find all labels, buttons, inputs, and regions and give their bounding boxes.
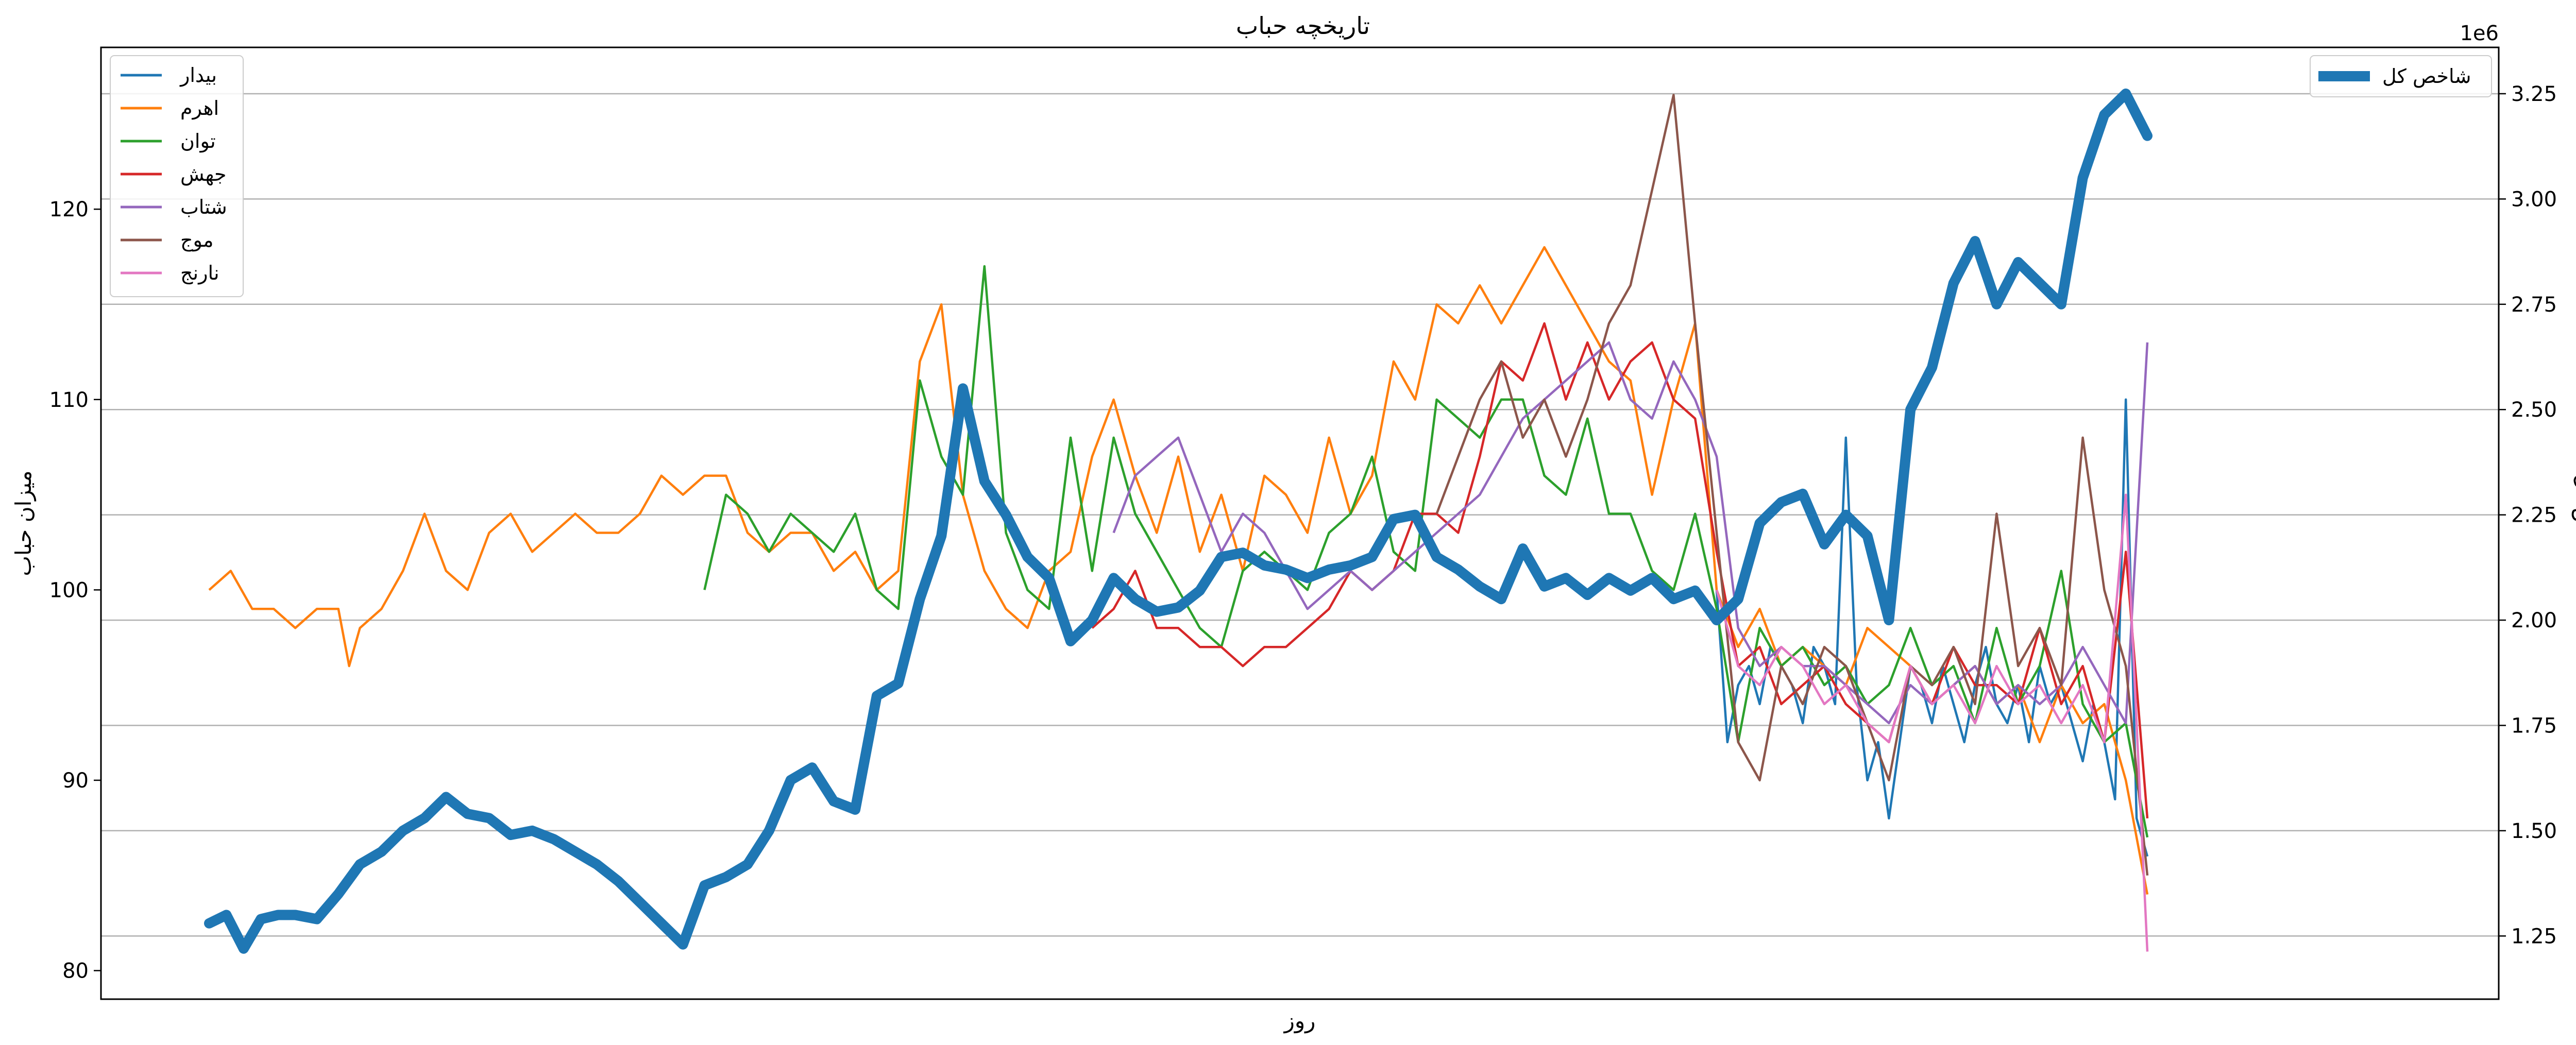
legend-right: شاخص کل [2310, 55, 2492, 97]
legend-label: بیدار [179, 64, 217, 87]
index-line [204, 88, 2153, 954]
left-tick-label: 110 [49, 388, 89, 412]
right-axis-ticks: 1.25 1.50 1.75 2.00 2.25 2.50 2.75 3.00 3.25 [2499, 82, 2557, 948]
series-line-6 [1715, 493, 2149, 952]
legend-label: موج [180, 229, 214, 252]
left-axis-label: میزان حباب [11, 470, 36, 576]
series-line-0 [1715, 398, 2149, 857]
series-line-5 [1435, 94, 2149, 876]
series-line-3 [1091, 322, 2149, 819]
right-series-lines [204, 88, 2153, 954]
left-tick-label: 120 [49, 198, 89, 221]
right-tick-label: 1.25 [2511, 924, 2557, 948]
series-line-2 [703, 265, 2149, 838]
right-tick-label: 2.50 [2511, 398, 2557, 422]
right-axis-label: شاخص کل [2572, 474, 2576, 573]
legend-label: توان [180, 130, 216, 153]
plot-frame [100, 46, 2500, 1000]
left-tick-label: 90 [62, 769, 89, 793]
right-tick-label: 2.75 [2511, 293, 2557, 317]
legend-label: جهش [180, 163, 226, 186]
chart-title: تاریخچه حباب [1236, 12, 1370, 40]
legend-right-box [2310, 55, 2492, 97]
right-tick-label: 2.00 [2511, 609, 2557, 632]
right-tick-label: 3.25 [2511, 82, 2557, 106]
x-axis-label: روز [1283, 1008, 1316, 1033]
series-line-4 [1112, 341, 2149, 725]
legend-left-box [110, 55, 244, 297]
left-axis-ticks: 80 90 100 110 120 [49, 198, 101, 983]
series-line-1 [208, 246, 2149, 895]
legend-label: نارنج [180, 262, 219, 285]
legend-label: اهرم [180, 97, 219, 120]
left-tick-label: 80 [62, 960, 89, 983]
right-tick-label: 2.25 [2511, 504, 2557, 527]
left-tick-label: 100 [49, 578, 89, 602]
right-tick-label: 1.75 [2511, 714, 2557, 738]
right-tick-label: 3.00 [2511, 187, 2557, 211]
legend-label: شتاب [180, 196, 227, 218]
right-tick-label: 1.50 [2511, 819, 2557, 843]
right-axis-offset-label: 1e6 [2460, 22, 2499, 45]
legend-label: شاخص کل [2382, 65, 2471, 88]
legend-left: بیدار اهرم توان جهش شتاب موج نارنج [110, 55, 244, 297]
